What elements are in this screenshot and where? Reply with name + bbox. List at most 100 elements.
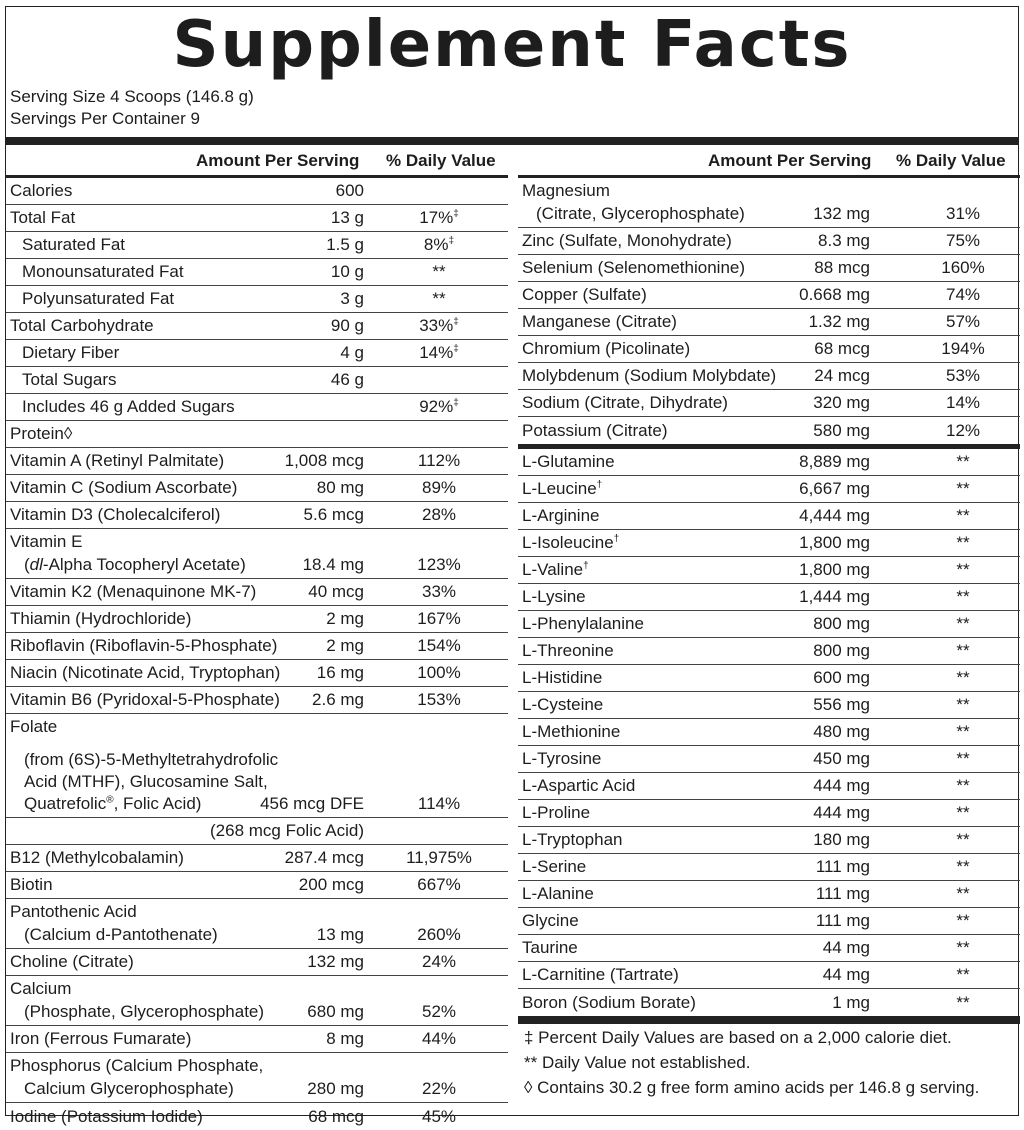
nutrient-daily-value: **: [956, 776, 970, 795]
nutrient-amount: 10 g: [330, 262, 364, 281]
nutrient-name: L-Tryptophan: [522, 830, 623, 849]
nutrient-daily-value: 160%: [941, 258, 985, 277]
nutrient-amount: 6,667 mg: [799, 479, 870, 498]
nutrient-row: L-Proline 444 mg **: [518, 800, 1020, 827]
nutrient-amount: 456 mcg DFE: [260, 794, 364, 813]
nutrient-name: L-Methionine: [522, 722, 621, 741]
mineral-rows: Magnesium (Citrate, Glycerophosphate) 132 …: [518, 178, 1020, 444]
nutrient-daily-value: **: [956, 722, 970, 741]
nutrient-name: L-Glutamine: [522, 452, 615, 471]
nutrient-daily-value: 123%: [417, 555, 461, 574]
nutrient-daily-value: 14%‡: [419, 343, 459, 362]
nutrient-amount: 3 g: [340, 289, 364, 308]
nutrient-row: Chromium (Picolinate) 68 mcg 194%: [518, 336, 1020, 363]
mineral-amino-divider: [518, 444, 1020, 449]
nutrient-amount: 0.668 mg: [799, 285, 870, 304]
serving-size: Serving Size 4 Scoops (146.8 g): [10, 87, 254, 106]
nutrient-row: Protein◊: [6, 421, 508, 448]
nutrient-row: Riboflavin (Riboflavin-5-Phosphate) 2 mg 1…: [6, 633, 508, 660]
nutrient-daily-value: 100%: [417, 663, 461, 682]
nutrient-name: Dietary Fiber: [22, 343, 120, 362]
servings-per-container: Servings Per Container 9: [10, 109, 200, 128]
nutrient-row: L-Lysine 1,444 mg **: [518, 584, 1020, 611]
nutrient-amount: 2.6 mg: [312, 690, 364, 709]
nutrient-name: Total Carbohydrate: [10, 316, 154, 335]
nutrient-amount: 1 mg: [832, 993, 870, 1012]
nutrient-daily-value: 89%: [421, 478, 457, 497]
nutrient-daily-value: 33%‡: [419, 316, 459, 335]
nutrient-daily-value: **: [432, 289, 446, 308]
left-rows: Calories 600 Total Fat 13 g 17%‡ Saturated Fa…: [6, 178, 508, 1130]
nutrient-name: L-Lysine: [522, 587, 586, 606]
nutrient-amount: 580 mg: [813, 421, 870, 440]
nutrient-amount: (268 mcg Folic Acid): [210, 821, 364, 840]
nutrient-amount: 287.4 mcg: [284, 848, 364, 867]
nutrient-name: Sodium (Citrate, Dihydrate): [522, 393, 728, 412]
nutrient-row: Magnesium (Citrate, Glycerophosphate) 132 …: [518, 178, 1020, 228]
nutrient-name: Taurine: [522, 938, 578, 957]
header-rule: [6, 175, 508, 178]
footnotes: ‡ Percent Daily Values are based on a 2,…: [518, 1027, 1020, 1099]
nutrient-row: Biotin 200 mcg 667%: [6, 872, 508, 899]
nutrient-row: Vitamin K2 (Menaquinone MK-7) 40 mcg 33%: [6, 579, 508, 606]
nutrient-daily-value: 31%: [945, 204, 981, 223]
nutrient-name: L-Isoleucine†: [522, 533, 620, 552]
nutrient-daily-value: 112%: [417, 451, 461, 470]
nutrient-name: Thiamin (Hydrochloride): [10, 609, 192, 628]
nutrient-daily-value: 114%: [417, 794, 461, 813]
nutrient-row: Saturated Fat 1.5 g 8%‡: [6, 232, 508, 259]
nutrient-amount: 5.6 mcg: [303, 505, 364, 524]
nutrient-name: Boron (Sodium Borate): [522, 993, 696, 1012]
nutrient-row: Manganese (Citrate) 1.32 mg 57%: [518, 309, 1020, 336]
nutrient-amount: 280 mg: [307, 1079, 364, 1098]
footnote: ** Daily Value not established.: [524, 1053, 751, 1072]
nutrient-amount: 111 mg: [815, 857, 870, 876]
nutrient-name: Manganese (Citrate): [522, 312, 677, 331]
nutrient-daily-value: 52%: [421, 1002, 457, 1021]
right-column-header: Amount Per Serving % Daily Value: [518, 147, 1020, 175]
nutrient-amount: 18.4 mg: [302, 555, 364, 574]
nutrient-daily-value: 17%‡: [419, 208, 459, 227]
nutrient-row: L-Serine 111 mg **: [518, 854, 1020, 881]
nutrient-row: Total Sugars 46 g: [6, 367, 508, 394]
nutrient-row: Polyunsaturated Fat 3 g **: [6, 286, 508, 313]
nutrient-amount: 4,444 mg: [799, 506, 870, 525]
nutrient-daily-value: **: [956, 506, 970, 525]
nutrient-name: L-Leucine†: [522, 479, 603, 498]
nutrient-daily-value: 14%: [945, 393, 981, 412]
nutrient-row: Vitamin C (Sodium Ascorbate) 80 mg 89%: [6, 475, 508, 502]
nutrient-row: Includes 46 g Added Sugars 92%‡: [6, 394, 508, 421]
nutrient-daily-value: **: [956, 830, 970, 849]
nutrient-amount: 1,800 mg: [799, 560, 870, 579]
nutrient-name: Phosphorus (Calcium Phosphate,: [10, 1056, 264, 1075]
nutrient-amount: 200 mcg: [298, 875, 364, 894]
nutrient-daily-value: 75%: [945, 231, 981, 250]
nutrient-row: (268 mcg Folic Acid): [6, 818, 508, 845]
nutrient-daily-value: 44%: [421, 1029, 457, 1048]
nutrient-name: Vitamin K2 (Menaquinone MK-7): [10, 582, 257, 601]
nutrient-daily-value: 154%: [417, 636, 461, 655]
nutrient-row: Dietary Fiber 4 g 14%‡: [6, 340, 508, 367]
nutrient-daily-value: 667%: [417, 875, 461, 894]
nutrient-row: Vitamin A (Retinyl Palmitate) 1,008 mcg 11…: [6, 448, 508, 475]
nutrient-daily-value: 33%: [421, 582, 457, 601]
nutrient-amount: 2 mg: [326, 609, 364, 628]
nutrient-name: Zinc (Sulfate, Monohydrate): [522, 231, 732, 250]
footnote: ‡ Percent Daily Values are based on a 2,…: [524, 1028, 952, 1047]
nutrient-daily-value: **: [956, 452, 970, 471]
nutrient-row: Total Fat 13 g 17%‡: [6, 205, 508, 232]
nutrient-name: Protein◊: [10, 424, 73, 443]
nutrient-name: L-Alanine: [522, 884, 594, 903]
nutrient-name: Total Fat: [10, 208, 76, 227]
nutrient-name: Magnesium: [522, 181, 610, 200]
nutrient-row: B12 (Methylcobalamin) 287.4 mcg 11,975%: [6, 845, 508, 872]
nutrient-amount: 1,008 mcg: [284, 451, 364, 470]
amount-header: Amount Per Serving: [196, 151, 360, 170]
nutrient-amount: 68 mcg: [308, 1107, 364, 1126]
nutrient-amount: 44 mg: [822, 938, 870, 957]
nutrient-name: Iodine (Potassium Iodide): [10, 1107, 203, 1126]
nutrient-row: Calcium (Phosphate, Glycerophosphate) 680 …: [6, 976, 508, 1026]
nutrient-amount: 8.3 mg: [818, 231, 870, 250]
nutrient-amount: 600 mg: [813, 668, 870, 687]
nutrient-amount: 24 mcg: [814, 366, 870, 385]
